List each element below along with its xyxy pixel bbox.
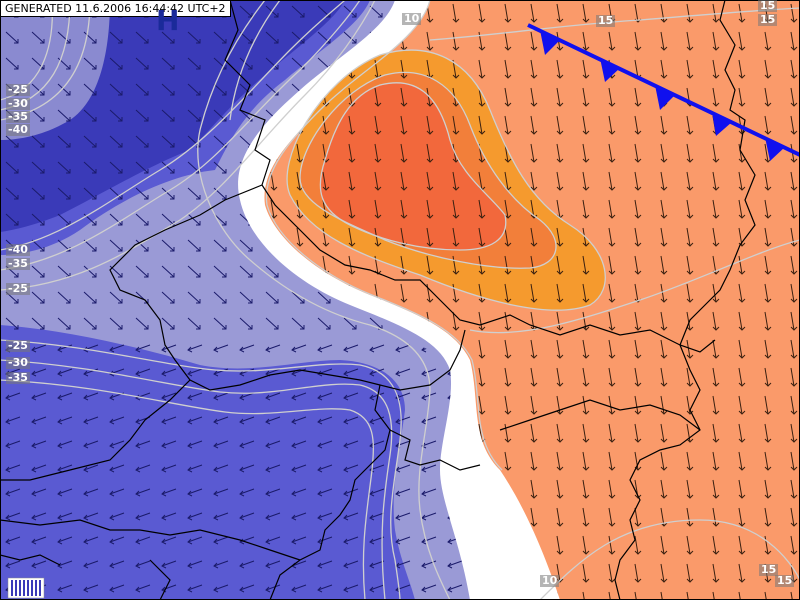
colorbar-legend xyxy=(7,577,45,599)
contour-label: -25 xyxy=(6,282,30,295)
contour-label: -25 xyxy=(6,83,30,96)
contour-label: -25 xyxy=(6,339,30,352)
contour-label: 15 xyxy=(596,14,616,27)
contour-label: -40 xyxy=(6,243,30,256)
contour-label: 15 xyxy=(758,0,778,12)
contour-label: 10 xyxy=(402,12,422,25)
contour-label: 15 xyxy=(759,563,779,576)
country-borders xyxy=(0,0,756,600)
contour-label: -35 xyxy=(6,257,30,270)
contour-label: -35 xyxy=(6,110,30,123)
contour-label: -40 xyxy=(6,123,30,136)
contour-label: 15 xyxy=(758,13,778,26)
cold-front xyxy=(527,23,800,161)
high-pressure-marker: H xyxy=(156,4,180,37)
contour-label: -30 xyxy=(6,97,30,110)
contour-label: -35 xyxy=(6,371,30,384)
contour-label: 15 xyxy=(775,574,795,587)
generated-timestamp: GENERATED 11.6.2006 16:44:42 UTC+2 xyxy=(0,0,231,17)
contour-label: -30 xyxy=(6,356,30,369)
contour-label: 10 xyxy=(540,574,560,587)
